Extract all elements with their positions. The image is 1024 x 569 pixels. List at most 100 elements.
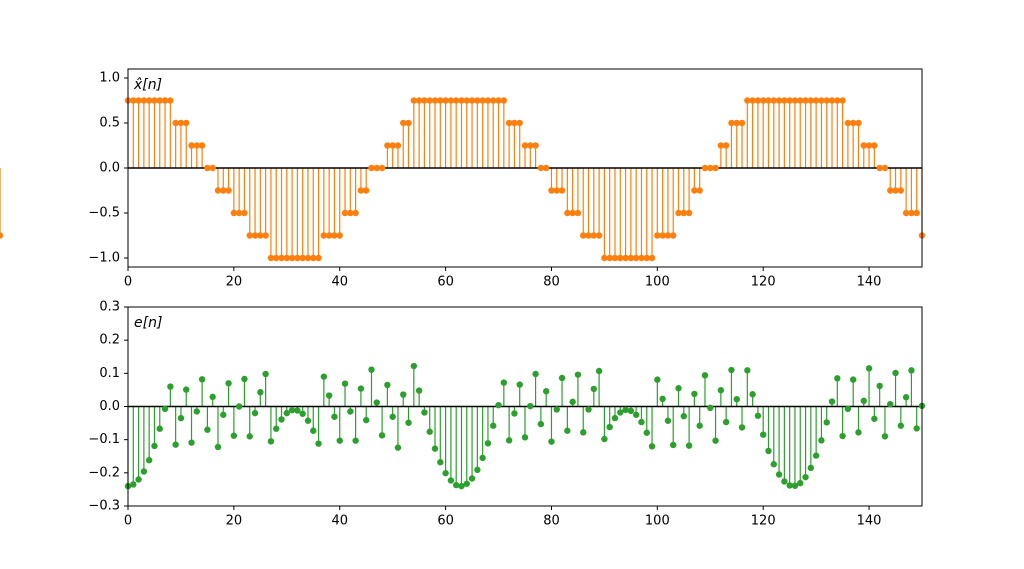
stem-marker [717, 142, 725, 149]
stem-marker [807, 97, 815, 104]
stem-marker [823, 419, 830, 426]
stem-marker [606, 254, 613, 262]
stem-marker [585, 232, 592, 239]
stem-marker [357, 187, 365, 194]
stem-marker [781, 478, 788, 485]
stem-marker [431, 445, 439, 452]
stem-marker [505, 119, 513, 127]
stem-marker [246, 232, 253, 239]
stem-marker [415, 387, 423, 394]
stem-marker [341, 209, 349, 217]
stem-marker [357, 385, 365, 392]
stem-marker [241, 209, 248, 217]
stem-marker [728, 119, 735, 127]
x-tick-label: 40 [331, 514, 348, 529]
stem-marker [389, 413, 396, 420]
stem-marker [754, 412, 762, 419]
stem-marker [294, 254, 301, 262]
stem-marker [638, 254, 645, 262]
stem-marker [802, 473, 809, 481]
x-tick-label: 20 [226, 514, 243, 529]
stem-marker [167, 97, 174, 104]
stem-marker [500, 379, 508, 386]
stem-marker [193, 142, 201, 149]
stem-marker [188, 142, 195, 149]
stem-marker [400, 119, 407, 127]
stem-marker [230, 432, 238, 439]
stem-marker [860, 142, 867, 149]
stem-marker [183, 386, 190, 393]
stem-marker [188, 439, 195, 446]
stem-marker [373, 164, 380, 172]
stem-marker [892, 369, 899, 377]
stem-marker [527, 142, 534, 149]
axes-frame [127, 68, 923, 268]
stem-marker [193, 408, 201, 415]
stem-marker [156, 425, 163, 432]
stem-marker [183, 119, 190, 127]
y-tick-label: 0.5 [99, 116, 120, 131]
stem-marker [278, 254, 285, 262]
stem-marker [257, 232, 264, 239]
x-tick-label: 140 [857, 514, 882, 529]
stem-marker [273, 425, 280, 432]
stem-marker [913, 425, 920, 432]
stem-marker [410, 97, 418, 104]
stem-marker [701, 164, 709, 172]
stem-marker [251, 409, 259, 417]
stem-marker [537, 420, 545, 428]
stem-marker [204, 164, 211, 172]
stem-marker [627, 407, 635, 415]
stem-marker [214, 443, 222, 451]
stem-marker [288, 254, 296, 262]
stem-marker [632, 411, 640, 418]
stem-marker [865, 365, 873, 372]
stem-marker [606, 423, 613, 431]
stem-marker [818, 437, 825, 444]
stem-marker [262, 232, 269, 239]
stem-marker [590, 232, 598, 239]
stem-marker [310, 254, 317, 262]
stem-marker [341, 380, 349, 387]
stem-marker [511, 410, 518, 417]
stem-marker [786, 482, 793, 489]
stem-marker [304, 417, 312, 424]
stem-marker [294, 407, 301, 414]
stem-marker [325, 392, 333, 399]
stem-marker [887, 400, 894, 408]
stem-marker [537, 164, 545, 172]
stem-marker [797, 97, 804, 104]
stem-marker [437, 459, 444, 466]
stem-marker [336, 437, 343, 444]
stem-marker [378, 164, 386, 172]
stem-marker [818, 97, 825, 104]
stem-marker [574, 209, 582, 217]
stem-marker [315, 440, 322, 447]
stem-marker [691, 187, 698, 194]
stem-marker [744, 97, 751, 104]
stem-marker [463, 480, 470, 487]
stem-marker [902, 209, 910, 217]
stem-marker [267, 254, 275, 262]
y-tick-label: −0.1 [88, 432, 120, 447]
stem-marker [389, 142, 396, 149]
stem-marker [479, 454, 486, 462]
stem-marker [680, 209, 687, 217]
stem-marker [320, 373, 328, 380]
stem-marker [230, 209, 238, 217]
stem-marker [553, 406, 560, 413]
y-tick-label: −0.2 [88, 465, 120, 480]
x-tick-label: 20 [226, 275, 243, 290]
stem-marker [849, 119, 857, 127]
stem-marker [151, 97, 158, 104]
stem-marker [527, 402, 534, 410]
stem-marker [542, 164, 550, 172]
stem-marker [834, 375, 841, 382]
stem-marker [760, 431, 767, 438]
y-tick-label: 0.3 [99, 300, 120, 315]
stem-marker [791, 97, 799, 104]
stem-marker [722, 142, 730, 149]
stem-marker [251, 232, 259, 239]
stem-marker [225, 380, 232, 387]
stem-marker [648, 254, 656, 262]
